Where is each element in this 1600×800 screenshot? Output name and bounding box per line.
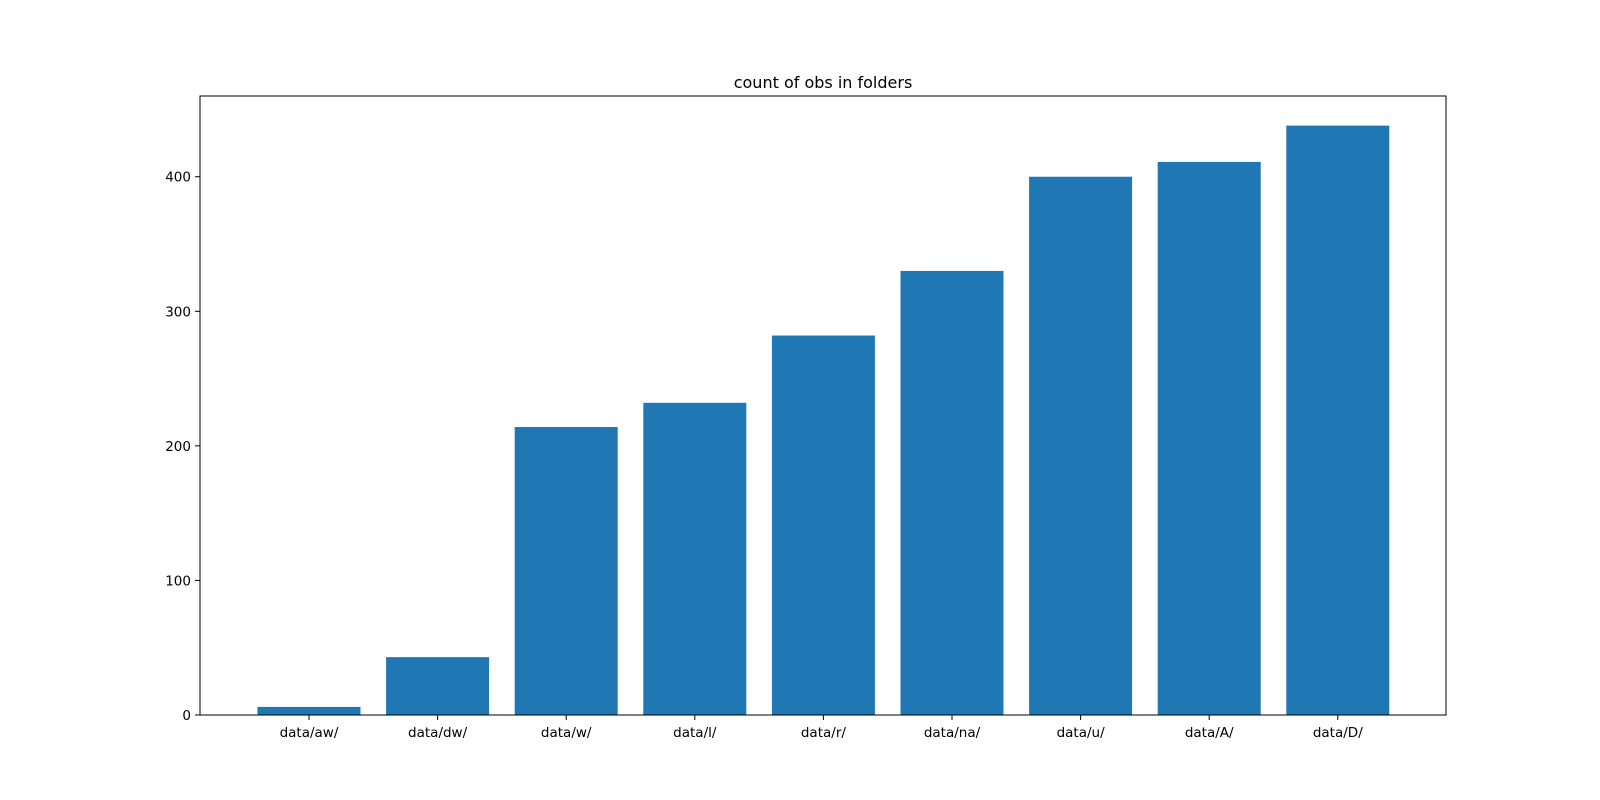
chart-title: count of obs in folders [734,73,913,92]
x-tick-label-1: data/dw/ [408,725,468,741]
x-tick-label-2: data/w/ [541,725,592,741]
y-tick-label-2: 200 [165,439,191,455]
y-axis: 0 100 200 300 400 [165,170,200,724]
y-tick-label-1: 100 [165,573,191,589]
bar-8 [1286,125,1390,715]
bar-3 [643,402,747,715]
x-tick-label-8: data/D/ [1313,725,1363,741]
bar-4 [771,335,875,715]
bar-1 [386,657,490,715]
x-tick-label-6: data/u/ [1057,725,1106,741]
x-tick-label-0: data/aw/ [280,725,339,741]
plot-frame [199,95,1447,716]
bars-group [257,125,1390,715]
y-tick-label-3: 300 [165,304,191,320]
bar-5 [900,270,1004,715]
x-tick-label-5: data/na/ [924,725,981,741]
y-tick-label-4: 400 [165,170,191,186]
bar-2 [514,427,618,715]
bar-6 [1029,176,1133,715]
y-tick-label-0: 0 [182,708,191,724]
x-tick-label-4: data/r/ [801,725,847,741]
x-tick-label-7: data/A/ [1185,725,1234,741]
x-axis: data/aw/data/dw/data/w/data/l/data/r/dat… [280,715,1363,741]
bar-7 [1157,161,1261,715]
bar-0 [257,706,361,715]
x-tick-label-3: data/l/ [673,725,717,741]
